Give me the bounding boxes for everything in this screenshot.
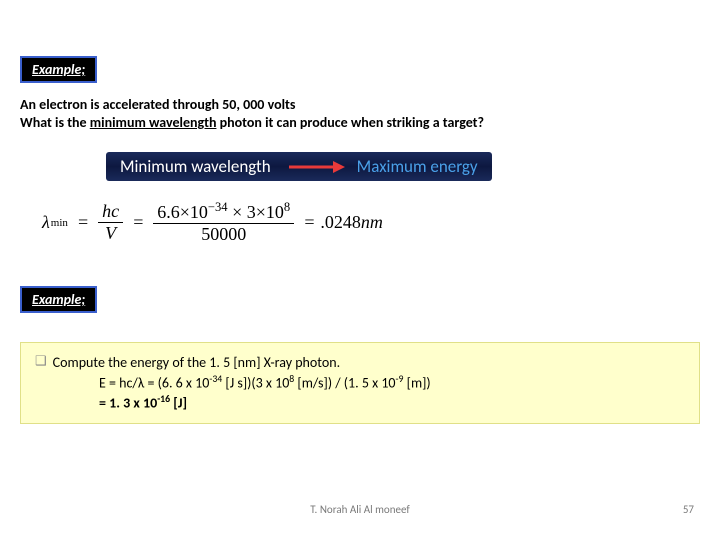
f2e1: −34 (208, 200, 228, 214)
e2-l2d: [m]) (404, 374, 431, 391)
e2-l2b: [J s])(3 x 10 (222, 374, 289, 391)
f2a: 6.6 (157, 202, 180, 222)
result-unit: nm (361, 212, 383, 233)
e2-l2a: E = hc/λ = (6. 6 x 10 (99, 374, 209, 391)
f2b: 10 (190, 202, 208, 222)
bullet-icon: ❑ (35, 353, 47, 373)
e2-l2e1: -34 (209, 373, 222, 385)
problem-line-1: An electron is accelerated through 50, 0… (20, 96, 700, 114)
frac1-num: hc (98, 201, 123, 223)
fraction-1: hc V (98, 201, 123, 244)
computation-panel: ❑ Compute the energy of the 1. 5 [nm] X-… (20, 342, 700, 424)
footer-author: T. Norah Ali Al moneef (0, 503, 720, 516)
result-value: .0248 (320, 212, 361, 233)
example-badge-1: Example; (20, 56, 97, 83)
frac2-den: 50000 (197, 224, 250, 245)
problem-line2-post: photon it can produce when striking a ta… (216, 114, 484, 131)
e2-l2c: [m/s]) / (1. 5 x 10 (294, 374, 395, 391)
e2-l3b: [J] (170, 395, 187, 412)
problem-line2-pre: What is the (20, 114, 90, 131)
f2e2: 8 (284, 200, 290, 214)
lambda-symbol: λ (42, 212, 50, 233)
example-badge-2: Example; (20, 286, 97, 313)
e2-l2e3: -9 (396, 373, 404, 385)
eq-sign-1: = (77, 212, 89, 233)
e2-prompt: Compute the energy of the 1. 5 [nm] X-ra… (53, 353, 340, 373)
eq-sign-3: = (303, 212, 315, 233)
e2-l3a: = 1. 3 x 10 (99, 395, 157, 412)
eq-sign-2: = (132, 212, 144, 233)
banner-max-energy: Maximum energy (357, 156, 478, 177)
fraction-2: 6.6×10−34 × 3×108 50000 (153, 200, 294, 245)
f2c: 3 (247, 202, 256, 222)
problem-line-2: What is the minimum wavelength photon it… (20, 114, 700, 132)
lambda-subscript: min (51, 217, 68, 229)
e2-l3e: -16 (157, 393, 170, 405)
frac1-den: V (101, 223, 120, 244)
e2-line2: E = hc/λ = (6. 6 x 10-34 [J s])(3 x 108 … (99, 373, 685, 393)
problem-statement: An electron is accelerated through 50, 0… (20, 96, 700, 132)
e2-line3: = 1. 3 x 10-16 [J] (99, 393, 685, 413)
equation: λmin = hc V = 6.6×10−34 × 3×108 50000 = … (42, 200, 383, 245)
frac2-num: 6.6×10−34 × 3×108 (153, 200, 294, 224)
min-max-banner: Minimum wavelength Maximum energy (106, 152, 492, 181)
f2d: 10 (266, 202, 284, 222)
problem-line2-underlined: minimum wavelength (90, 114, 217, 131)
arrow-icon (287, 158, 345, 176)
footer-page-number: 57 (683, 503, 694, 516)
banner-min-wavelength: Minimum wavelength (120, 156, 271, 177)
